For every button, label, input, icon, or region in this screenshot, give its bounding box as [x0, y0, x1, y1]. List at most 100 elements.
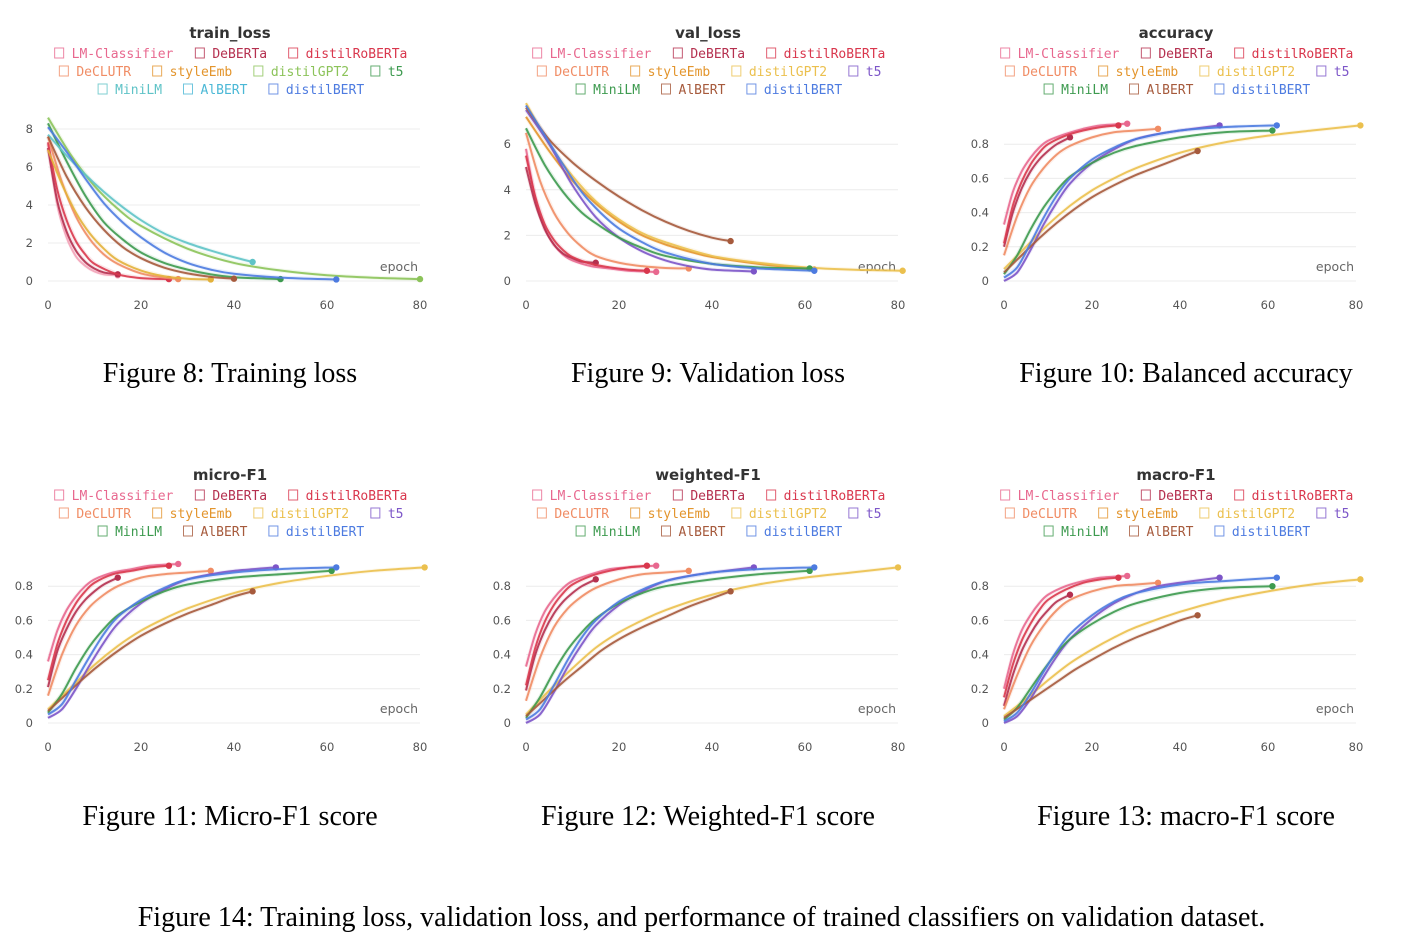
- legend-item[interactable]: distilBERT: [1214, 83, 1310, 98]
- legend-item[interactable]: LM-Classifier: [532, 489, 652, 504]
- series-distilroberta[interactable]: [525, 155, 651, 274]
- legend-label: distilRoBERTa: [1252, 47, 1354, 62]
- series-distilroberta[interactable]: [47, 562, 173, 681]
- legend-item[interactable]: DeBERTa: [1140, 47, 1213, 62]
- series-t5[interactable]: [525, 109, 758, 275]
- legend-item[interactable]: LM-Classifier: [54, 47, 174, 62]
- series-distilroberta[interactable]: [525, 562, 651, 686]
- legend-item[interactable]: distilBERT: [268, 525, 364, 540]
- legend-item[interactable]: LM-Classifier: [532, 47, 652, 62]
- legend-item[interactable]: distilRoBERTa: [766, 47, 886, 62]
- legend-item[interactable]: t5: [1316, 507, 1350, 522]
- legend-item[interactable]: styleEmb: [152, 507, 233, 522]
- legend-item[interactable]: DeBERTa: [1140, 489, 1213, 504]
- legend-item[interactable]: DeBERTa: [194, 47, 267, 62]
- legend-item[interactable]: AlBERT: [661, 83, 726, 98]
- series-albert[interactable]: [1003, 612, 1201, 719]
- legend-item[interactable]: DeCLUTR: [536, 507, 609, 522]
- legend-item[interactable]: distilGPT2: [731, 507, 827, 522]
- legend-item[interactable]: MiniLM: [1043, 525, 1108, 540]
- series-lm-classifier[interactable]: [1003, 572, 1131, 690]
- legend-item[interactable]: AlBERT: [661, 525, 726, 540]
- legend-item[interactable]: distilGPT2: [253, 65, 349, 80]
- legend-item[interactable]: LM-Classifier: [1000, 47, 1120, 62]
- series-distilbert[interactable]: [525, 104, 818, 274]
- legend-item[interactable]: distilRoBERTa: [288, 47, 408, 62]
- series-deberta[interactable]: [525, 576, 599, 691]
- series-minilm[interactable]: [1003, 583, 1276, 721]
- series-distilbert[interactable]: [1003, 574, 1280, 723]
- legend-item[interactable]: styleEmb: [1098, 65, 1179, 80]
- legend-item[interactable]: styleEmb: [630, 507, 711, 522]
- series-distilgpt2[interactable]: [525, 564, 902, 716]
- series-deberta[interactable]: [1003, 591, 1074, 707]
- series-albert[interactable]: [525, 107, 734, 245]
- series-line: [1003, 122, 1128, 225]
- legend-item[interactable]: DeBERTa: [672, 489, 745, 504]
- series-distilbert[interactable]: [47, 564, 340, 716]
- legend-item[interactable]: AlBERT: [183, 525, 248, 540]
- legend-item[interactable]: AlBERT: [1129, 83, 1194, 98]
- series-albert[interactable]: [47, 588, 256, 712]
- legend-item[interactable]: distilBERT: [1214, 525, 1310, 540]
- series-lm-classifier[interactable]: [1003, 120, 1131, 225]
- legend-item[interactable]: AlBERT: [1129, 525, 1194, 540]
- legend-item[interactable]: distilRoBERTa: [1234, 489, 1354, 504]
- series-styleemb[interactable]: [525, 116, 818, 273]
- series-deberta[interactable]: [1003, 134, 1074, 248]
- legend-item[interactable]: MiniLM: [575, 83, 640, 98]
- legend-item[interactable]: DeCLUTR: [536, 65, 609, 80]
- legend-item[interactable]: t5: [370, 65, 404, 80]
- series-distilbert[interactable]: [47, 126, 340, 283]
- legend-item[interactable]: styleEmb: [152, 65, 233, 80]
- legend-item[interactable]: DeCLUTR: [58, 507, 131, 522]
- legend-item[interactable]: DeCLUTR: [58, 65, 131, 80]
- series-albert[interactable]: [1003, 147, 1201, 274]
- legend-item[interactable]: distilBERT: [746, 525, 842, 540]
- series-minilm[interactable]: [525, 127, 813, 272]
- legend-item[interactable]: styleEmb: [630, 65, 711, 80]
- series-declutr[interactable]: [47, 567, 214, 696]
- legend-item[interactable]: distilGPT2: [1199, 65, 1295, 80]
- series-minilm[interactable]: [47, 567, 335, 714]
- legend-item[interactable]: distilBERT: [268, 83, 364, 98]
- legend-item[interactable]: t5: [848, 65, 882, 80]
- series-distilroberta[interactable]: [1003, 122, 1122, 244]
- legend-item[interactable]: LM-Classifier: [1000, 489, 1120, 504]
- y-tick-label: 0.2: [971, 240, 989, 254]
- series-albert[interactable]: [47, 136, 238, 282]
- legend-item[interactable]: t5: [848, 507, 882, 522]
- legend-item[interactable]: t5: [1316, 65, 1350, 80]
- legend-item[interactable]: AlBERT: [183, 83, 248, 98]
- series-distilbert[interactable]: [1003, 122, 1280, 279]
- legend-item[interactable]: DeBERTa: [194, 489, 267, 504]
- legend-item[interactable]: distilGPT2: [1199, 507, 1295, 522]
- series-lm-classifier[interactable]: [47, 560, 182, 662]
- series-distilgpt2[interactable]: [47, 564, 428, 711]
- legend-item[interactable]: MiniLM: [97, 525, 162, 540]
- legend-item[interactable]: distilBERT: [746, 83, 842, 98]
- legend-item[interactable]: distilRoBERTa: [288, 489, 408, 504]
- series-declutr[interactable]: [1003, 579, 1162, 710]
- series-distilgpt2[interactable]: [1003, 576, 1364, 717]
- series-distilroberta[interactable]: [1003, 574, 1122, 698]
- series-declutr[interactable]: [1003, 125, 1162, 256]
- legend-item[interactable]: distilGPT2: [731, 65, 827, 80]
- series-declutr[interactable]: [525, 567, 692, 702]
- series-deberta[interactable]: [47, 574, 121, 688]
- legend-item[interactable]: styleEmb: [1098, 507, 1179, 522]
- legend-item[interactable]: distilGPT2: [253, 507, 349, 522]
- series-distilgpt2[interactable]: [1003, 122, 1364, 270]
- legend-item[interactable]: DeBERTa: [672, 47, 745, 62]
- legend-item[interactable]: LM-Classifier: [54, 489, 174, 504]
- legend-item[interactable]: MiniLM: [1043, 83, 1108, 98]
- legend-item[interactable]: distilRoBERTa: [766, 489, 886, 504]
- legend-item[interactable]: DeCLUTR: [1004, 507, 1077, 522]
- legend-item[interactable]: distilRoBERTa: [1234, 47, 1354, 62]
- series-albert[interactable]: [525, 588, 734, 717]
- legend-item[interactable]: t5: [370, 507, 404, 522]
- legend-item[interactable]: DeCLUTR: [1004, 65, 1077, 80]
- legend-item[interactable]: MiniLM: [97, 83, 162, 98]
- series-distilbert[interactable]: [525, 564, 818, 721]
- legend-item[interactable]: MiniLM: [575, 525, 640, 540]
